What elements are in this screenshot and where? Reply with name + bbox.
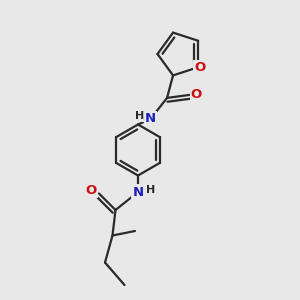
Text: H: H: [146, 184, 155, 195]
Text: H: H: [134, 112, 144, 122]
Text: N: N: [145, 112, 156, 125]
Text: O: O: [191, 88, 202, 101]
Text: O: O: [194, 61, 205, 74]
Text: N: N: [132, 185, 144, 199]
Text: O: O: [86, 184, 97, 197]
